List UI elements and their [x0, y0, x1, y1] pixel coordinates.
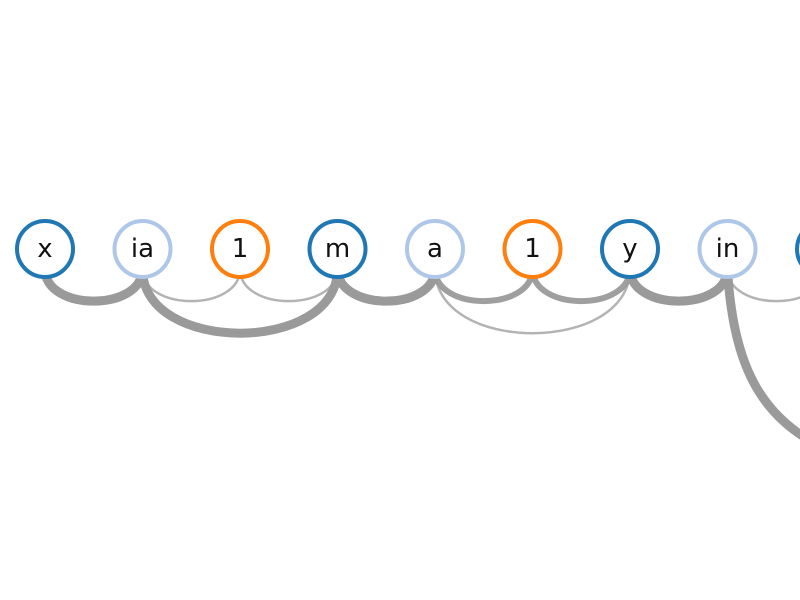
- node-n8[interactable]: [795, 221, 800, 277]
- node-n4[interactable]: a: [405, 219, 465, 279]
- node-circle[interactable]: [600, 219, 660, 279]
- link-0: [40, 264, 147, 306]
- node-label: m: [325, 234, 350, 264]
- node-n7[interactable]: in: [697, 219, 758, 279]
- node-n2[interactable]: 1: [210, 219, 270, 279]
- nodes-layer: x ia 1 m a 1 y in: [15, 219, 800, 279]
- node-circle[interactable]: [697, 219, 758, 279]
- node-n5[interactable]: 1: [502, 219, 563, 279]
- node-circle[interactable]: [210, 219, 270, 279]
- links-layer: [40, 264, 800, 440]
- node-n0[interactable]: x: [15, 219, 75, 279]
- node-n3[interactable]: m: [307, 219, 368, 279]
- node-circle[interactable]: [405, 219, 465, 279]
- node-circle[interactable]: [15, 219, 75, 279]
- link-4: [333, 264, 440, 306]
- node-label: 1: [232, 234, 249, 264]
- node-circle[interactable]: [502, 219, 563, 279]
- link-3: [138, 264, 342, 338]
- link-6: [433, 267, 632, 335]
- link-8: [625, 264, 732, 306]
- node-label: y: [622, 234, 637, 264]
- node-label: 1: [524, 234, 541, 264]
- node-circle[interactable]: [307, 219, 368, 279]
- link-10: [723, 264, 800, 440]
- node-n6[interactable]: y: [600, 219, 660, 279]
- node-circle[interactable]: [795, 221, 800, 277]
- link-7: [529, 266, 633, 305]
- node-label: ia: [131, 234, 154, 264]
- link-5: [432, 266, 536, 305]
- node-circle[interactable]: [112, 219, 173, 279]
- node-label: in: [716, 234, 740, 264]
- node-label: x: [37, 234, 52, 264]
- node-label: a: [427, 234, 443, 264]
- node-n1[interactable]: ia: [112, 219, 173, 279]
